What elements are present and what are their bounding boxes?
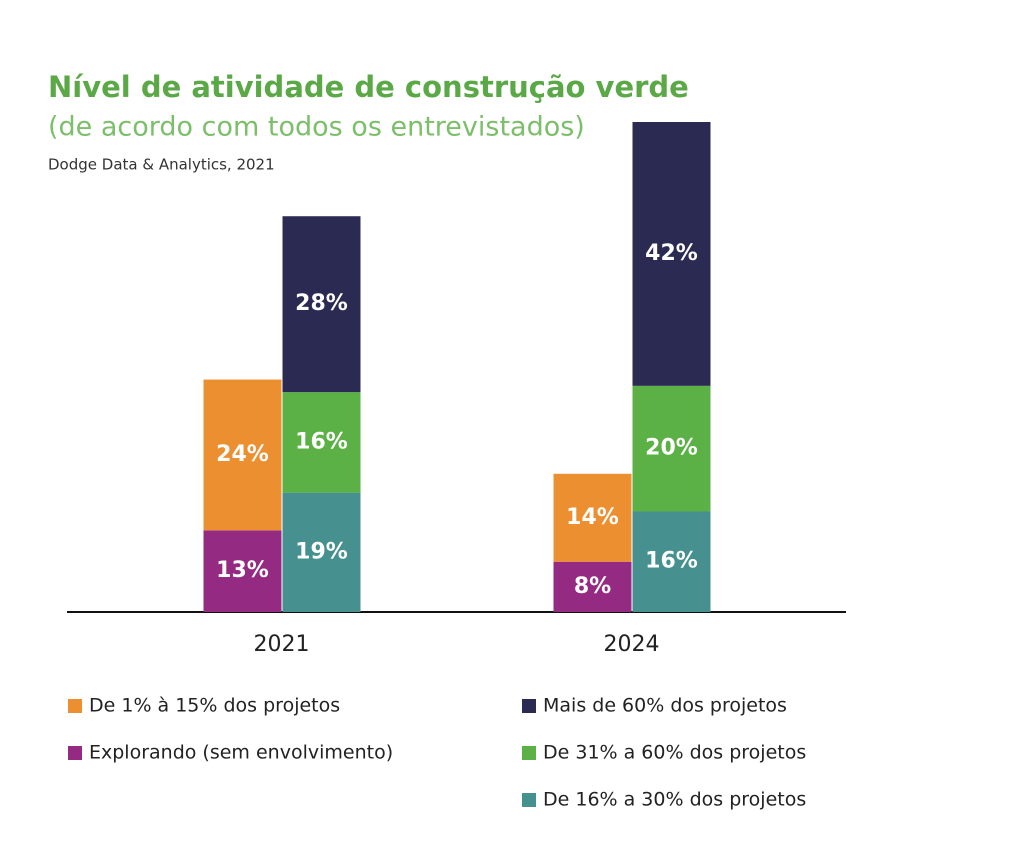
bar-segment — [282, 492, 361, 612]
value-label: 8% — [574, 574, 611, 599]
value-label: 42% — [645, 241, 698, 266]
bar-segment — [203, 379, 282, 531]
legend-swatch — [68, 746, 82, 760]
bar-segment — [282, 392, 361, 493]
value-label: 24% — [216, 442, 269, 467]
bar-segment — [553, 561, 632, 612]
value-label: 19% — [295, 539, 348, 564]
chart-subtitle: (de acordo com todos os entrevistados) — [48, 112, 585, 143]
value-label: 16% — [645, 549, 698, 574]
value-label: 28% — [295, 291, 348, 316]
legend-label: De 1% à 15% dos projetos — [89, 695, 340, 717]
bar-segment — [632, 385, 711, 512]
legend-label: De 31% a 60% dos projetos — [543, 742, 806, 764]
legend-swatch — [522, 793, 536, 807]
value-label: 13% — [216, 558, 269, 583]
legend-swatch — [522, 746, 536, 760]
bar-segment — [632, 511, 711, 612]
chart-title: Nível de atividade de construção verde — [48, 70, 689, 104]
chart-source: Dodge Data & Analytics, 2021 — [48, 156, 275, 174]
x-tick-label: 2024 — [604, 632, 660, 657]
bar-segment — [282, 216, 361, 393]
value-label: 16% — [295, 429, 348, 454]
legend-label: De 16% a 30% dos projetos — [543, 789, 806, 811]
bar-segment — [632, 122, 711, 386]
bar-segment — [553, 473, 632, 562]
legend-label: Mais de 60% dos projetos — [543, 695, 787, 717]
bar-segment — [203, 530, 282, 612]
x-tick-label: 2021 — [254, 632, 310, 657]
legend-label: Explorando (sem envolvimento) — [89, 742, 393, 764]
value-label: 14% — [566, 505, 619, 530]
legend-swatch — [68, 699, 82, 713]
legend-swatch — [522, 699, 536, 713]
value-label: 20% — [645, 436, 698, 461]
